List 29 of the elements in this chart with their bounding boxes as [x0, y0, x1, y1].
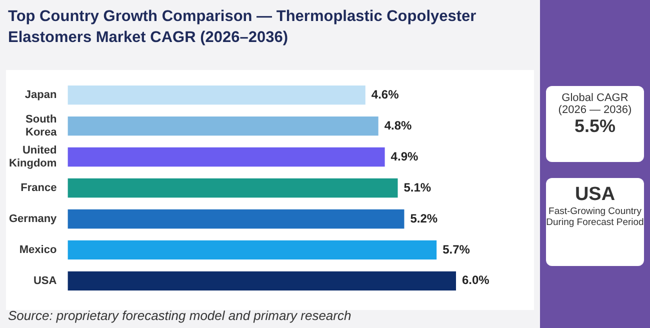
- bar: [68, 271, 456, 291]
- bar: [68, 116, 378, 136]
- source-note: Source: proprietary forecasting model and primary research: [8, 308, 352, 323]
- text: (2026 — 2036): [557, 104, 633, 116]
- data-label: 4.8%: [384, 118, 412, 132]
- y-tick-label: Germany: [8, 213, 58, 226]
- data-label: 4.9%: [390, 149, 418, 164]
- data-label: 5.2%: [410, 211, 438, 226]
- bar: [68, 85, 366, 105]
- data-label: 5.1%: [404, 180, 432, 194]
- bar: [68, 209, 404, 229]
- text: Global CAGR: [560, 92, 630, 104]
- data-label: 4.6%: [371, 87, 400, 102]
- bar: [68, 147, 385, 167]
- y-tick-label: Japan: [24, 89, 57, 102]
- text: Fast-Growing Country: [548, 206, 642, 217]
- y-tick-label: South Korea: [26, 113, 58, 139]
- chart-title: Top Country Growth Comparison — Thermoplastic Copolyester Elastomers Market CAGR (2026–2036): [8, 7, 478, 48]
- text: 5.5%: [573, 116, 617, 137]
- bar: [68, 178, 398, 198]
- y-tick-label: Mexico: [19, 244, 57, 256]
- text: USA: [574, 184, 616, 206]
- text: During Forecast Period: [546, 217, 644, 228]
- data-label: 6.0%: [462, 273, 490, 288]
- y-tick-label: USA: [33, 274, 57, 287]
- data-label: 5.7%: [442, 242, 470, 256]
- y-tick-label: France: [20, 182, 57, 194]
- bar: [68, 240, 437, 260]
- y-tick-label: United Kingdom: [9, 144, 57, 170]
